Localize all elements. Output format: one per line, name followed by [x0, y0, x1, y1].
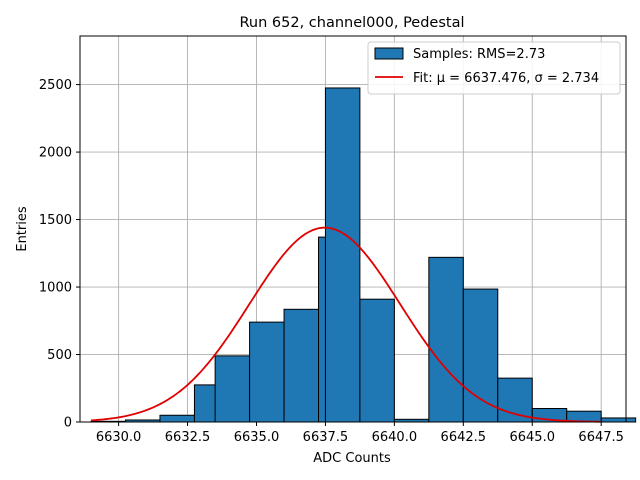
histogram-bar-12	[462, 288, 499, 423]
histogram-bar-13	[497, 377, 533, 423]
y-tick-label-5: 2500	[39, 78, 72, 93]
histogram-bar-6	[283, 308, 320, 423]
x-tick-label-5: 6642.5	[441, 430, 487, 445]
x-tick-label-2: 6635.0	[234, 430, 280, 445]
histogram-bar-11	[428, 256, 464, 423]
legend-fit-label: Fit: μ = 6637.476, σ = 2.734	[413, 71, 599, 86]
histogram-bar-16	[600, 417, 637, 423]
y-tick-label-0: 0	[64, 416, 72, 431]
fit-curve	[90, 226, 602, 423]
legend-samples-label: Samples: RMS=2.73	[413, 47, 545, 62]
histogram-bar-4	[214, 355, 251, 423]
x-tick-label-1: 6632.5	[165, 430, 211, 445]
legend-box	[367, 41, 621, 95]
histogram-bar-8	[324, 87, 361, 423]
y-axis-label: Entries	[15, 206, 30, 252]
axes-frame	[79, 35, 627, 423]
y-tick-label-1: 500	[47, 348, 72, 363]
chart-title: Run 652, channel000, Pedestal	[239, 15, 464, 31]
y-tick-label-3: 1500	[39, 213, 72, 228]
histogram-bar-5	[249, 321, 285, 423]
x-axis-label: ADC Counts	[313, 451, 391, 466]
y-axis-ticks: 0 500 1000 1500 2000 2500	[39, 78, 80, 431]
histogram-bar-9	[359, 298, 395, 423]
legend-samples-swatch	[374, 47, 404, 60]
y-tick-label-2: 1000	[39, 281, 72, 296]
x-tick-label-7: 6647.5	[578, 430, 624, 445]
legend: Samples: RMS=2.73 Fit: μ = 6637.476, σ =…	[367, 41, 621, 95]
x-tick-label-4: 6640.0	[372, 430, 418, 445]
x-axis-ticks: 6630.0 6632.5 6635.0 6637.5 6640.0 6642.5 6645…	[96, 422, 624, 445]
fit-curve-layer	[90, 226, 602, 423]
y-tick-label-4: 2000	[39, 146, 72, 161]
x-tick-label-6: 6645.0	[509, 430, 555, 445]
x-tick-label-3: 6637.5	[303, 430, 349, 445]
x-tick-label-0: 6630.0	[96, 430, 142, 445]
histogram-bar-2	[159, 414, 195, 423]
